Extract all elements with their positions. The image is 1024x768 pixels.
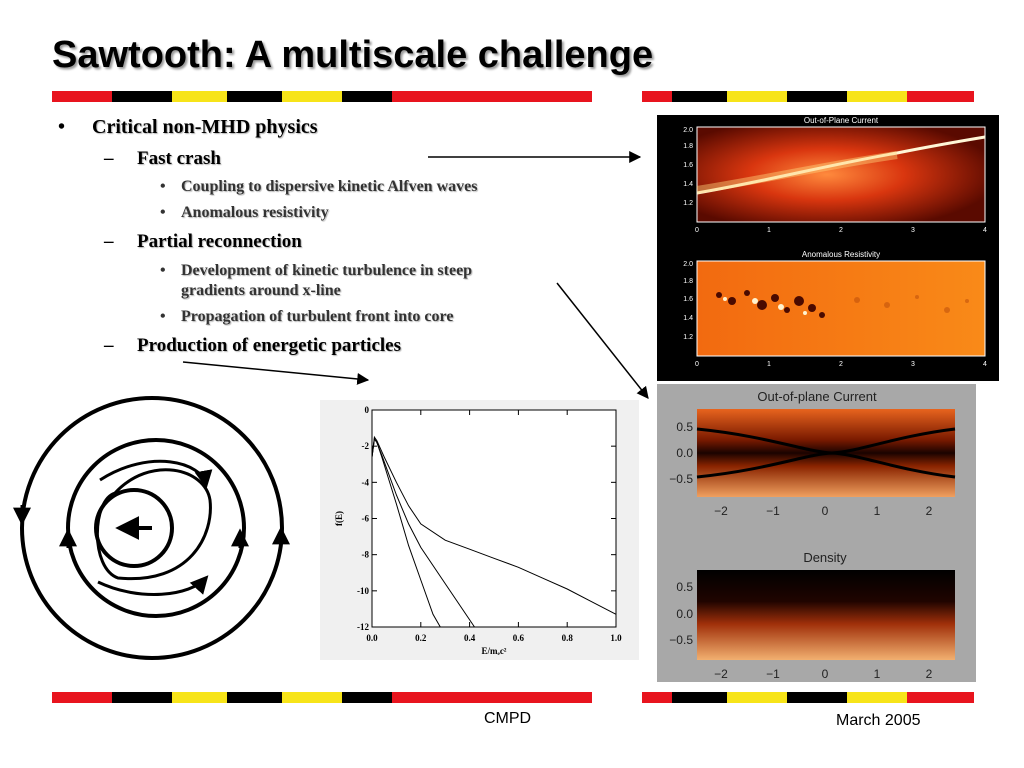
plot3-ytick-0-0: 0.0 — [676, 446, 693, 460]
plot2-xtick-2: 2 — [839, 361, 843, 368]
simulation-plots-bottom: Out-of-plane Current 0.5 0.0 −0.5 −2 −1 … — [669, 389, 956, 681]
plot2-ytick-1-4: 1.4 — [683, 315, 693, 322]
arrow-partial-reconnection — [556, 282, 649, 399]
plot3-xtick-neg2: −2 — [714, 504, 728, 518]
plot4-xtick-0: 0 — [822, 667, 829, 681]
bullet-marker: • — [58, 116, 66, 138]
plot2-xtick-3: 3 — [911, 361, 915, 368]
bullet-marker: • — [160, 262, 166, 279]
bullet-marker: • — [160, 204, 166, 221]
bullet-anomalous-resistivity: Anomalous resistivity — [181, 204, 329, 221]
plot2-xtick-0: 0 — [695, 361, 699, 368]
plot4-ytick-neg-0-5: −0.5 — [669, 633, 693, 647]
footer-organization: CMPD — [484, 710, 532, 727]
x-tick-label: 0.8 — [562, 633, 574, 643]
plot1-title: Out-of-Plane Current — [804, 116, 879, 125]
plot4-xtick-neg1: −1 — [766, 667, 780, 681]
x-tick-label: 0.6 — [513, 633, 525, 643]
plot4-xtick-2: 2 — [926, 667, 933, 681]
plot2-ytick-1-2: 1.2 — [683, 334, 693, 341]
plot1-ytick-1-4: 1.4 — [683, 181, 693, 188]
y-tick-label: -10 — [357, 586, 369, 596]
plot1-ytick-2-0: 2.0 — [683, 127, 693, 134]
bullet-kinetic-turbulence-line1: Development of kinetic turbulence in ste… — [181, 262, 473, 279]
plot3-xtick-2: 2 — [926, 504, 933, 518]
plot3-xtick-neg1: −1 — [766, 504, 780, 518]
simulation-plots-top: Out-of-Plane Current 2.0 1.8 1.6 1.4 1.2… — [683, 116, 987, 368]
plot3-ytick-neg-0-5: −0.5 — [669, 472, 693, 486]
y-axis-label: f(E) — [334, 511, 344, 526]
plot2-ytick-1-6: 1.6 — [683, 296, 693, 303]
plot1-xtick-1: 1 — [767, 227, 771, 234]
plot3-xtick-1: 1 — [874, 504, 881, 518]
bullet-coupling-kinetic-alfven: Coupling to dispersive kinetic Alfven wa… — [181, 178, 478, 195]
distribution-curve-3 — [371, 435, 617, 615]
y-tick-label: -4 — [362, 477, 370, 487]
plot4-ytick-0-5: 0.5 — [676, 580, 693, 594]
plot1-ytick-1-2: 1.2 — [683, 200, 693, 207]
x-axis-label: E/mₑc² — [481, 646, 506, 656]
plot3-title: Out-of-plane Current — [757, 389, 877, 404]
simulation-panel-bottom: Out-of-plane Current 0.5 0.0 −0.5 −2 −1 … — [657, 384, 976, 682]
y-tick-label: -6 — [362, 514, 370, 524]
plot4-title: Density — [803, 550, 847, 565]
energy-distribution-panel: 0 -2 -4 -6 -8 -10 -12 0.0 0.2 0.4 0.6 0.8 1.0 E/mₑc² f… — [320, 400, 639, 660]
bottom-color-band — [52, 692, 974, 703]
simulation-panel-top: Out-of-Plane Current 2.0 1.8 1.6 1.4 1.2… — [657, 115, 999, 381]
plot2-ytick-1-8: 1.8 — [683, 278, 693, 285]
plot4-ytick-0-0: 0.0 — [676, 607, 693, 621]
x-tick-label: 0.4 — [464, 633, 476, 643]
bullet-critical-non-mhd-physics: Critical non-MHD physics — [92, 116, 318, 138]
plot4-xtick-1: 1 — [874, 667, 881, 681]
energy-distribution-chart: 0 -2 -4 -6 -8 -10 -120.0 0.2 0.4 0.6 0.8 1.0 E/mₑc² f… — [334, 405, 622, 656]
bullet-propagation-turbulent-front: Propagation of turbulent front into core — [181, 308, 454, 325]
plot2-title: Anomalous Resistivity — [802, 250, 880, 259]
slide-title: Sawtooth: A multiscale challenge — [52, 34, 654, 76]
plot3-ytick-0-5: 0.5 — [676, 420, 693, 434]
plot1-xtick-0: 0 — [695, 227, 699, 234]
x-tick-label: 1.0 — [610, 633, 622, 643]
plot1-ytick-1-8: 1.8 — [683, 143, 693, 150]
x-tick-label: 0.0 — [366, 633, 378, 643]
plot-frame — [371, 409, 617, 628]
bullet-marker: • — [160, 308, 166, 325]
plot3-xtick-0: 0 — [822, 504, 829, 518]
plot1-xtick-2: 2 — [839, 227, 843, 234]
y-tick-label: -8 — [362, 550, 370, 560]
distribution-curve-2 — [371, 437, 475, 628]
plot2-ytick-2-0: 2.0 — [683, 261, 693, 268]
plot4-xtick-neg2: −2 — [714, 667, 728, 681]
bullet-fast-crash: Fast crash — [137, 148, 221, 169]
bullet-partial-reconnection: Partial reconnection — [137, 231, 302, 252]
y-tick-label: -2 — [362, 441, 370, 451]
y-tick-label: -12 — [357, 622, 369, 632]
top-color-band — [52, 91, 974, 102]
bullet-energetic-particles: Production of energetic particles — [137, 335, 401, 356]
dash-marker: – — [104, 231, 114, 252]
plot1-xtick-3: 3 — [911, 227, 915, 234]
dash-marker: – — [104, 335, 114, 356]
x-tick-label: 0.2 — [415, 633, 427, 643]
dash-marker: – — [104, 148, 114, 169]
y-tick-label: 0 — [365, 405, 370, 415]
bullet-marker: • — [160, 178, 166, 195]
plot1-xtick-4: 4 — [983, 227, 987, 234]
plot1-ytick-1-6: 1.6 — [683, 162, 693, 169]
footer-date: March 2005 — [836, 712, 921, 729]
plot2-xtick-1: 1 — [767, 361, 771, 368]
plot2-xtick-4: 4 — [983, 361, 987, 368]
arrow-energetic-particles — [182, 361, 370, 385]
bullet-kinetic-turbulence-line2: gradients around x-line — [181, 282, 341, 299]
